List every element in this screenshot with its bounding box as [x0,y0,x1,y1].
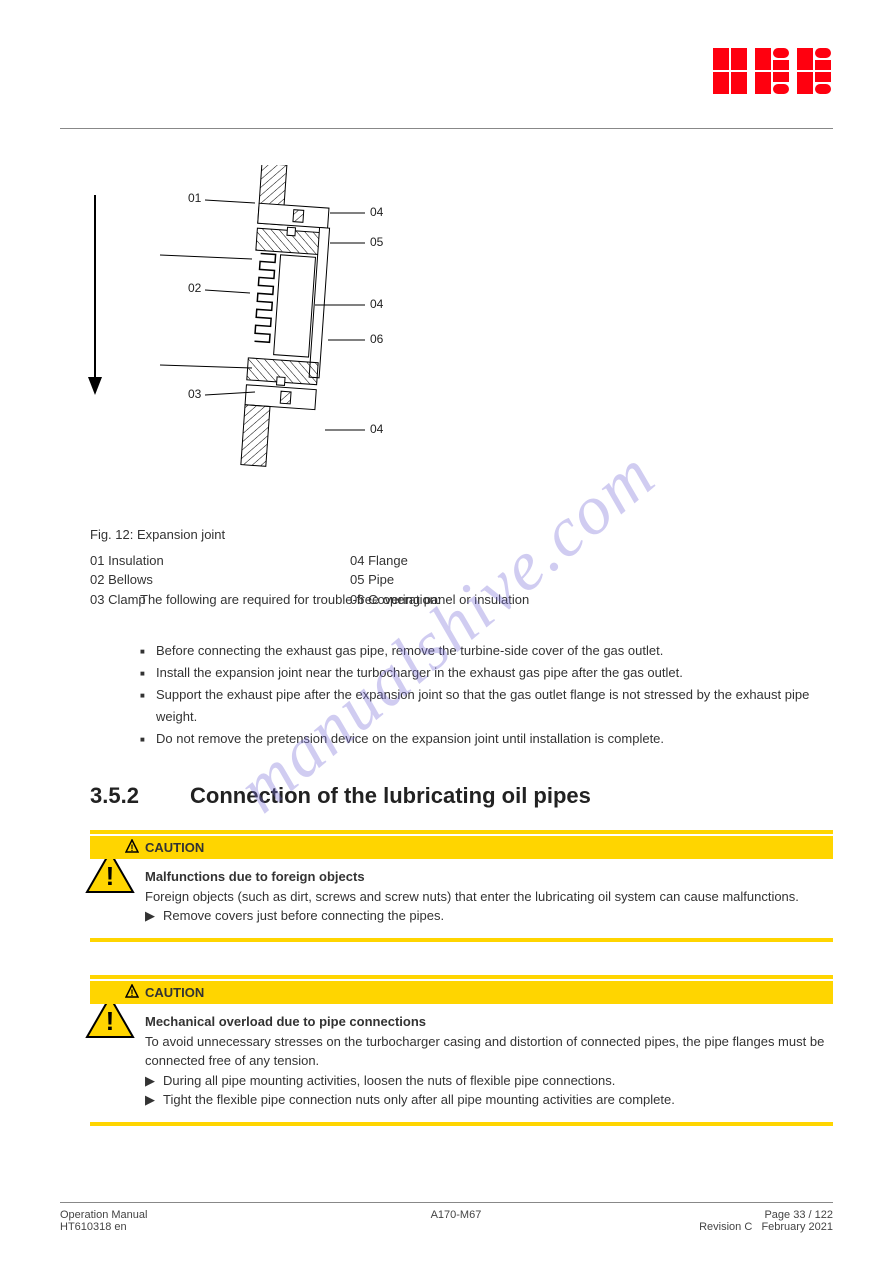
section-number: 3.5.2 [90,783,139,809]
requirements-list: Before connecting the exhaust gas pipe, … [140,640,833,750]
caution-line: To avoid unnecessary stresses on the tur… [145,1032,833,1071]
caution-block-2: ! ! CAUTION Mechanical overload due to p… [90,975,833,1126]
footer-date: February 2021 [761,1221,833,1233]
caution-header: ! CAUTION [90,981,833,1004]
callout-01: 01 [188,191,201,205]
expansion-joint-diagram: 01 02 03 04 05 04 06 04 [130,165,430,505]
caution-action: ▶Tight the flexible pipe connection nuts… [145,1090,833,1110]
header-rule [60,128,833,129]
legend-02: 02 Bellows [90,570,310,590]
list-item: Install the expansion joint near the tur… [140,662,833,684]
list-item: Do not remove the pretension device on t… [140,728,833,750]
footer-doc-type: Operation Manual [60,1209,147,1221]
caution-action: ▶Remove covers just before connecting th… [145,906,833,926]
caution-header: ! CAUTION [90,836,833,859]
svg-text:!: ! [106,1006,115,1036]
footer-revision: Revision C [699,1221,752,1233]
figure-prefix: Fig. 12: [90,527,133,542]
svg-text:!: ! [131,988,134,998]
legend-05: 05 Pipe [350,570,529,590]
abb-logo [713,48,833,99]
legend-01: 01 Insulation [90,551,310,571]
caution-subhead: Malfunctions due to foreign objects [145,867,833,887]
small-warning-icon: ! [125,984,139,1001]
caution-subhead: Mechanical overload due to pipe connecti… [145,1012,833,1032]
callout-04a: 04 [370,205,383,219]
intro-paragraph: The following are required for trouble-f… [140,590,833,610]
list-item: Before connecting the exhaust gas pipe, … [140,640,833,662]
flow-arrow-icon [85,195,105,398]
legend-04: 04 Flange [350,551,529,571]
caution-action: ▶During all pipe mounting activities, lo… [145,1071,833,1091]
section-title: Connection of the lubricating oil pipes [190,783,591,809]
caution-block-1: ! ! CAUTION Malfunctions due to foreign … [90,830,833,942]
callout-03: 03 [188,387,201,401]
callout-04c: 04 [370,422,383,436]
footer-page: Page 33 / 122 [764,1209,833,1221]
footer-doc-id: HT610318 en [60,1221,127,1233]
callout-05: 05 [370,235,383,249]
callout-02: 02 [188,281,201,295]
callout-06: 06 [370,332,383,346]
footer-model: A170-M67 [431,1209,482,1221]
svg-text:!: ! [106,861,115,891]
list-item: Support the exhaust pipe after the expan… [140,684,833,728]
callout-04b: 04 [370,297,383,311]
small-warning-icon: ! [125,839,139,856]
figure-title: Expansion joint [137,527,225,542]
svg-text:!: ! [131,843,134,853]
caution-line: Foreign objects (such as dirt, screws an… [145,887,833,907]
page-footer: Operation Manual A170-M67 Page 33 / 122 … [60,1202,833,1233]
